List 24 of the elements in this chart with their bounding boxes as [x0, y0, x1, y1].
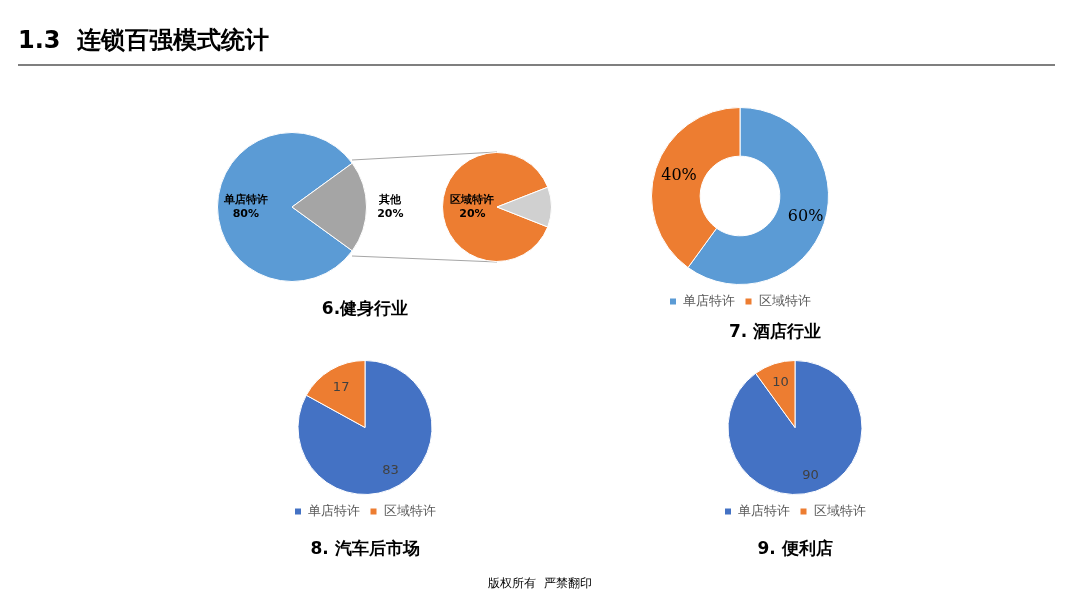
data-label: 17 — [332, 378, 350, 394]
slice-label: 区域特许 — [450, 192, 495, 206]
slice-label: 单店特许 — [222, 192, 268, 206]
data-label: 20% — [459, 206, 486, 220]
data-label: 20% — [377, 206, 404, 220]
data-label: 90 — [802, 466, 819, 482]
legend-label: 区域特许 — [383, 502, 436, 518]
slice-label: 其他 — [378, 192, 403, 206]
legend-label: 单店特许 — [738, 502, 790, 518]
legend-label: 单店特许 — [683, 292, 735, 308]
text: 1.3 连锁百强模式统计 — [18, 25, 270, 56]
text: 版权所有 严禁翻印 — [487, 575, 593, 592]
data-label: 83 — [382, 462, 399, 478]
data-label: 60% — [787, 206, 824, 226]
data-label: 40% — [661, 165, 697, 185]
legend-label: 区域特许 — [813, 502, 866, 518]
data-label: 80% — [232, 206, 259, 220]
text: 8. 汽车后市场 — [309, 537, 421, 560]
text: 7. 酒店行业 — [727, 320, 823, 343]
legend-label: 单店特许 — [308, 502, 360, 518]
text: 9. 便利店 — [756, 537, 834, 560]
legend-label: 区域特许 — [758, 292, 811, 308]
data-label: 10 — [772, 374, 789, 390]
text: 6.健身行业 — [320, 297, 410, 320]
